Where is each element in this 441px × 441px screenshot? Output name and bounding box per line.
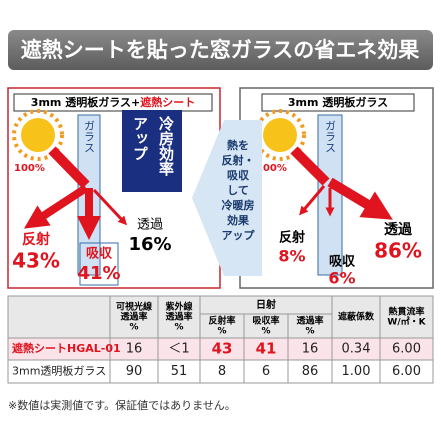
cell-value: 1.00 [342, 364, 371, 379]
reflect-label: 反射 [279, 230, 305, 246]
header-label: % [305, 327, 314, 337]
header-label: 吸収率 [252, 315, 279, 327]
incident-label: 100% [14, 163, 45, 174]
cell-value: 8 [218, 364, 226, 379]
badge-text: アップ [131, 116, 149, 161]
right-header: 3mm 透明板ガラス [288, 95, 388, 109]
reflect-label: 反射 [22, 231, 50, 248]
sun [12, 109, 64, 161]
header-label: 可視光線 [116, 301, 152, 313]
incident-arrow [290, 146, 330, 186]
cell-value: 86 [302, 364, 319, 379]
absorb-label: 吸収 [86, 247, 113, 262]
reflect-value: 43% [12, 249, 60, 273]
center-line: 効果 [227, 213, 249, 227]
center-line: 冷暖房 [222, 198, 255, 212]
header-label: 透過率 [296, 315, 323, 327]
cell-value: 51 [171, 364, 188, 379]
badge [122, 110, 182, 192]
transmit-arrow [327, 177, 393, 220]
cell-value: 41 [256, 340, 277, 358]
reflect-value: 8% [278, 247, 305, 266]
absorb-label: 吸収 [329, 255, 356, 270]
left-header-text: 3mm 透明板ガラス+ [31, 95, 140, 109]
glass-label: ガラス [83, 120, 96, 153]
center-line: アップ [222, 228, 256, 242]
glass-label: ガラス [324, 120, 337, 153]
cell-value: 6.00 [392, 342, 421, 357]
header-label: 透過率 [165, 311, 192, 323]
row-bg [7, 359, 434, 384]
transmit-arrow [92, 188, 128, 226]
header-label: 熱貫流率 [388, 306, 424, 318]
header-label: W/㎡・K [387, 316, 426, 328]
left-header-box [13, 93, 213, 112]
transmit-label: 透過 [137, 218, 163, 233]
cell-value: 16 [302, 342, 319, 357]
badge-text: 冷房効率 [157, 115, 175, 177]
right-header-box [261, 93, 415, 112]
header-label: 紫外線 [165, 301, 192, 313]
incident-label: 100% [256, 163, 287, 174]
header-label: 透過率 [120, 311, 147, 323]
transmit-value: 86% [374, 239, 422, 263]
row-label: 遮熱シートHGAL-01 [12, 341, 121, 355]
cell-value: 6 [262, 364, 270, 379]
absorb-value: 41% [77, 263, 120, 284]
cell-value: 6.00 [392, 364, 421, 379]
cell-value: 0.34 [342, 342, 371, 357]
cell-value: 16 [126, 342, 143, 357]
center-line: 吸収 [227, 169, 250, 182]
transmit-value: 16% [128, 234, 171, 255]
absorb-box [79, 242, 119, 286]
header-label: % [217, 327, 226, 337]
incident-arrow [48, 146, 90, 189]
absorb-value: 6% [328, 269, 355, 288]
center-arrow [192, 120, 262, 276]
reflect-arrow [23, 184, 89, 229]
cell-value: ＜1 [168, 342, 189, 357]
footnote: ※数値は実測値です。保証値ではありません。 [8, 398, 236, 412]
transmit-label: 透過 [384, 222, 413, 238]
center-line: 反射・ [222, 153, 255, 167]
header-label: 反射率 [208, 315, 235, 327]
cell-value: 90 [126, 364, 143, 379]
center-line: 熱を [227, 138, 249, 152]
row-label: 3mm透明板ガラス [12, 364, 106, 378]
header-label: % [129, 323, 138, 333]
header-label: % [174, 323, 183, 333]
header-bg [7, 295, 434, 339]
header-label: % [261, 327, 270, 337]
title-band [8, 30, 433, 70]
sun [254, 109, 306, 161]
cell-value: 43 [212, 340, 233, 358]
title: 遮熱シートを貼った窓ガラスの省エネ効果 [21, 38, 420, 62]
left-header-highlight: 遮熱シート [140, 95, 195, 109]
left-header: 3mm 透明板ガラス+遮熱シート [31, 95, 195, 109]
center-line: して [227, 184, 249, 197]
reflect-arrow [299, 185, 326, 216]
header-label: 遮蔽係数 [338, 311, 375, 323]
group-label: 日射 [256, 298, 276, 311]
